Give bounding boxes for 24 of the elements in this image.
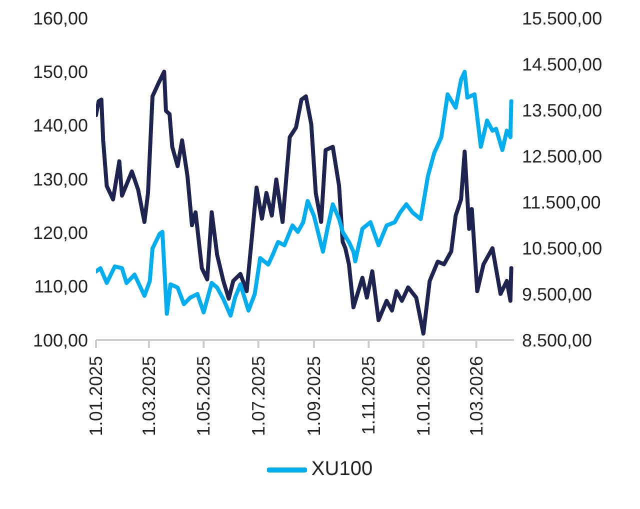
y-tick-label: 120,00 [32, 223, 88, 244]
y2-tick-label: 10.500,00 [522, 238, 602, 258]
x-tick-label: 1.07.2025 [248, 356, 268, 436]
y2-tick-label: 11.500,00 [522, 192, 601, 212]
x-tick-label: 1.03.2026 [466, 356, 486, 436]
y2-tick-label: 15.500,00 [522, 8, 602, 28]
y2-tick-label: 13.500,00 [522, 100, 602, 120]
x-tick-label: 1.03.2025 [138, 356, 159, 436]
x-tick-label: 1.09.2025 [304, 356, 324, 436]
x-tick-label: 1.05.2025 [194, 356, 214, 436]
y-tick-label: 150,00 [32, 62, 88, 82]
y2-tick-label: 14.500,00 [522, 54, 602, 74]
y2-tick-label: 9.500,00 [522, 284, 592, 304]
y-tick-label: 140,00 [32, 116, 88, 136]
x-tick-label: 1.01.2025 [86, 356, 106, 436]
y-tick-label: 110,00 [34, 276, 88, 297]
x-tick-label: 1.01.2026 [413, 356, 434, 436]
x-tick-label: 1.11.2025 [358, 356, 379, 435]
legend-label: XU100 [311, 458, 373, 481]
y2-tick-label: 8.500,00 [522, 330, 592, 350]
y2-tick-label: 12.500,00 [522, 146, 602, 166]
y-tick-label: 130,00 [32, 169, 88, 190]
y-tick-label: 160,00 [32, 8, 88, 28]
y-tick-label: 100,00 [32, 330, 88, 350]
